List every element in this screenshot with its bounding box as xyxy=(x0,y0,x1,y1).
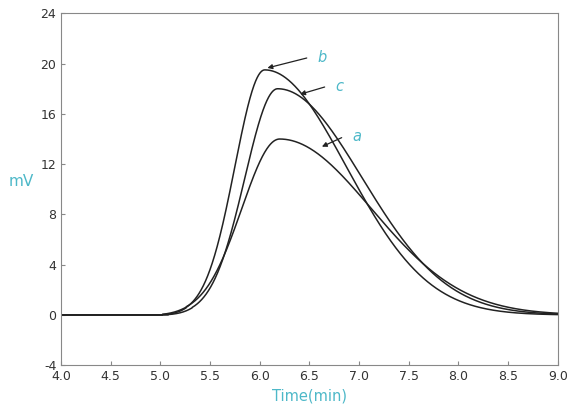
Text: c: c xyxy=(335,79,343,94)
Text: a: a xyxy=(352,129,361,144)
Text: b: b xyxy=(317,50,327,65)
X-axis label: Time(min): Time(min) xyxy=(272,389,347,404)
Y-axis label: mV: mV xyxy=(8,174,33,189)
